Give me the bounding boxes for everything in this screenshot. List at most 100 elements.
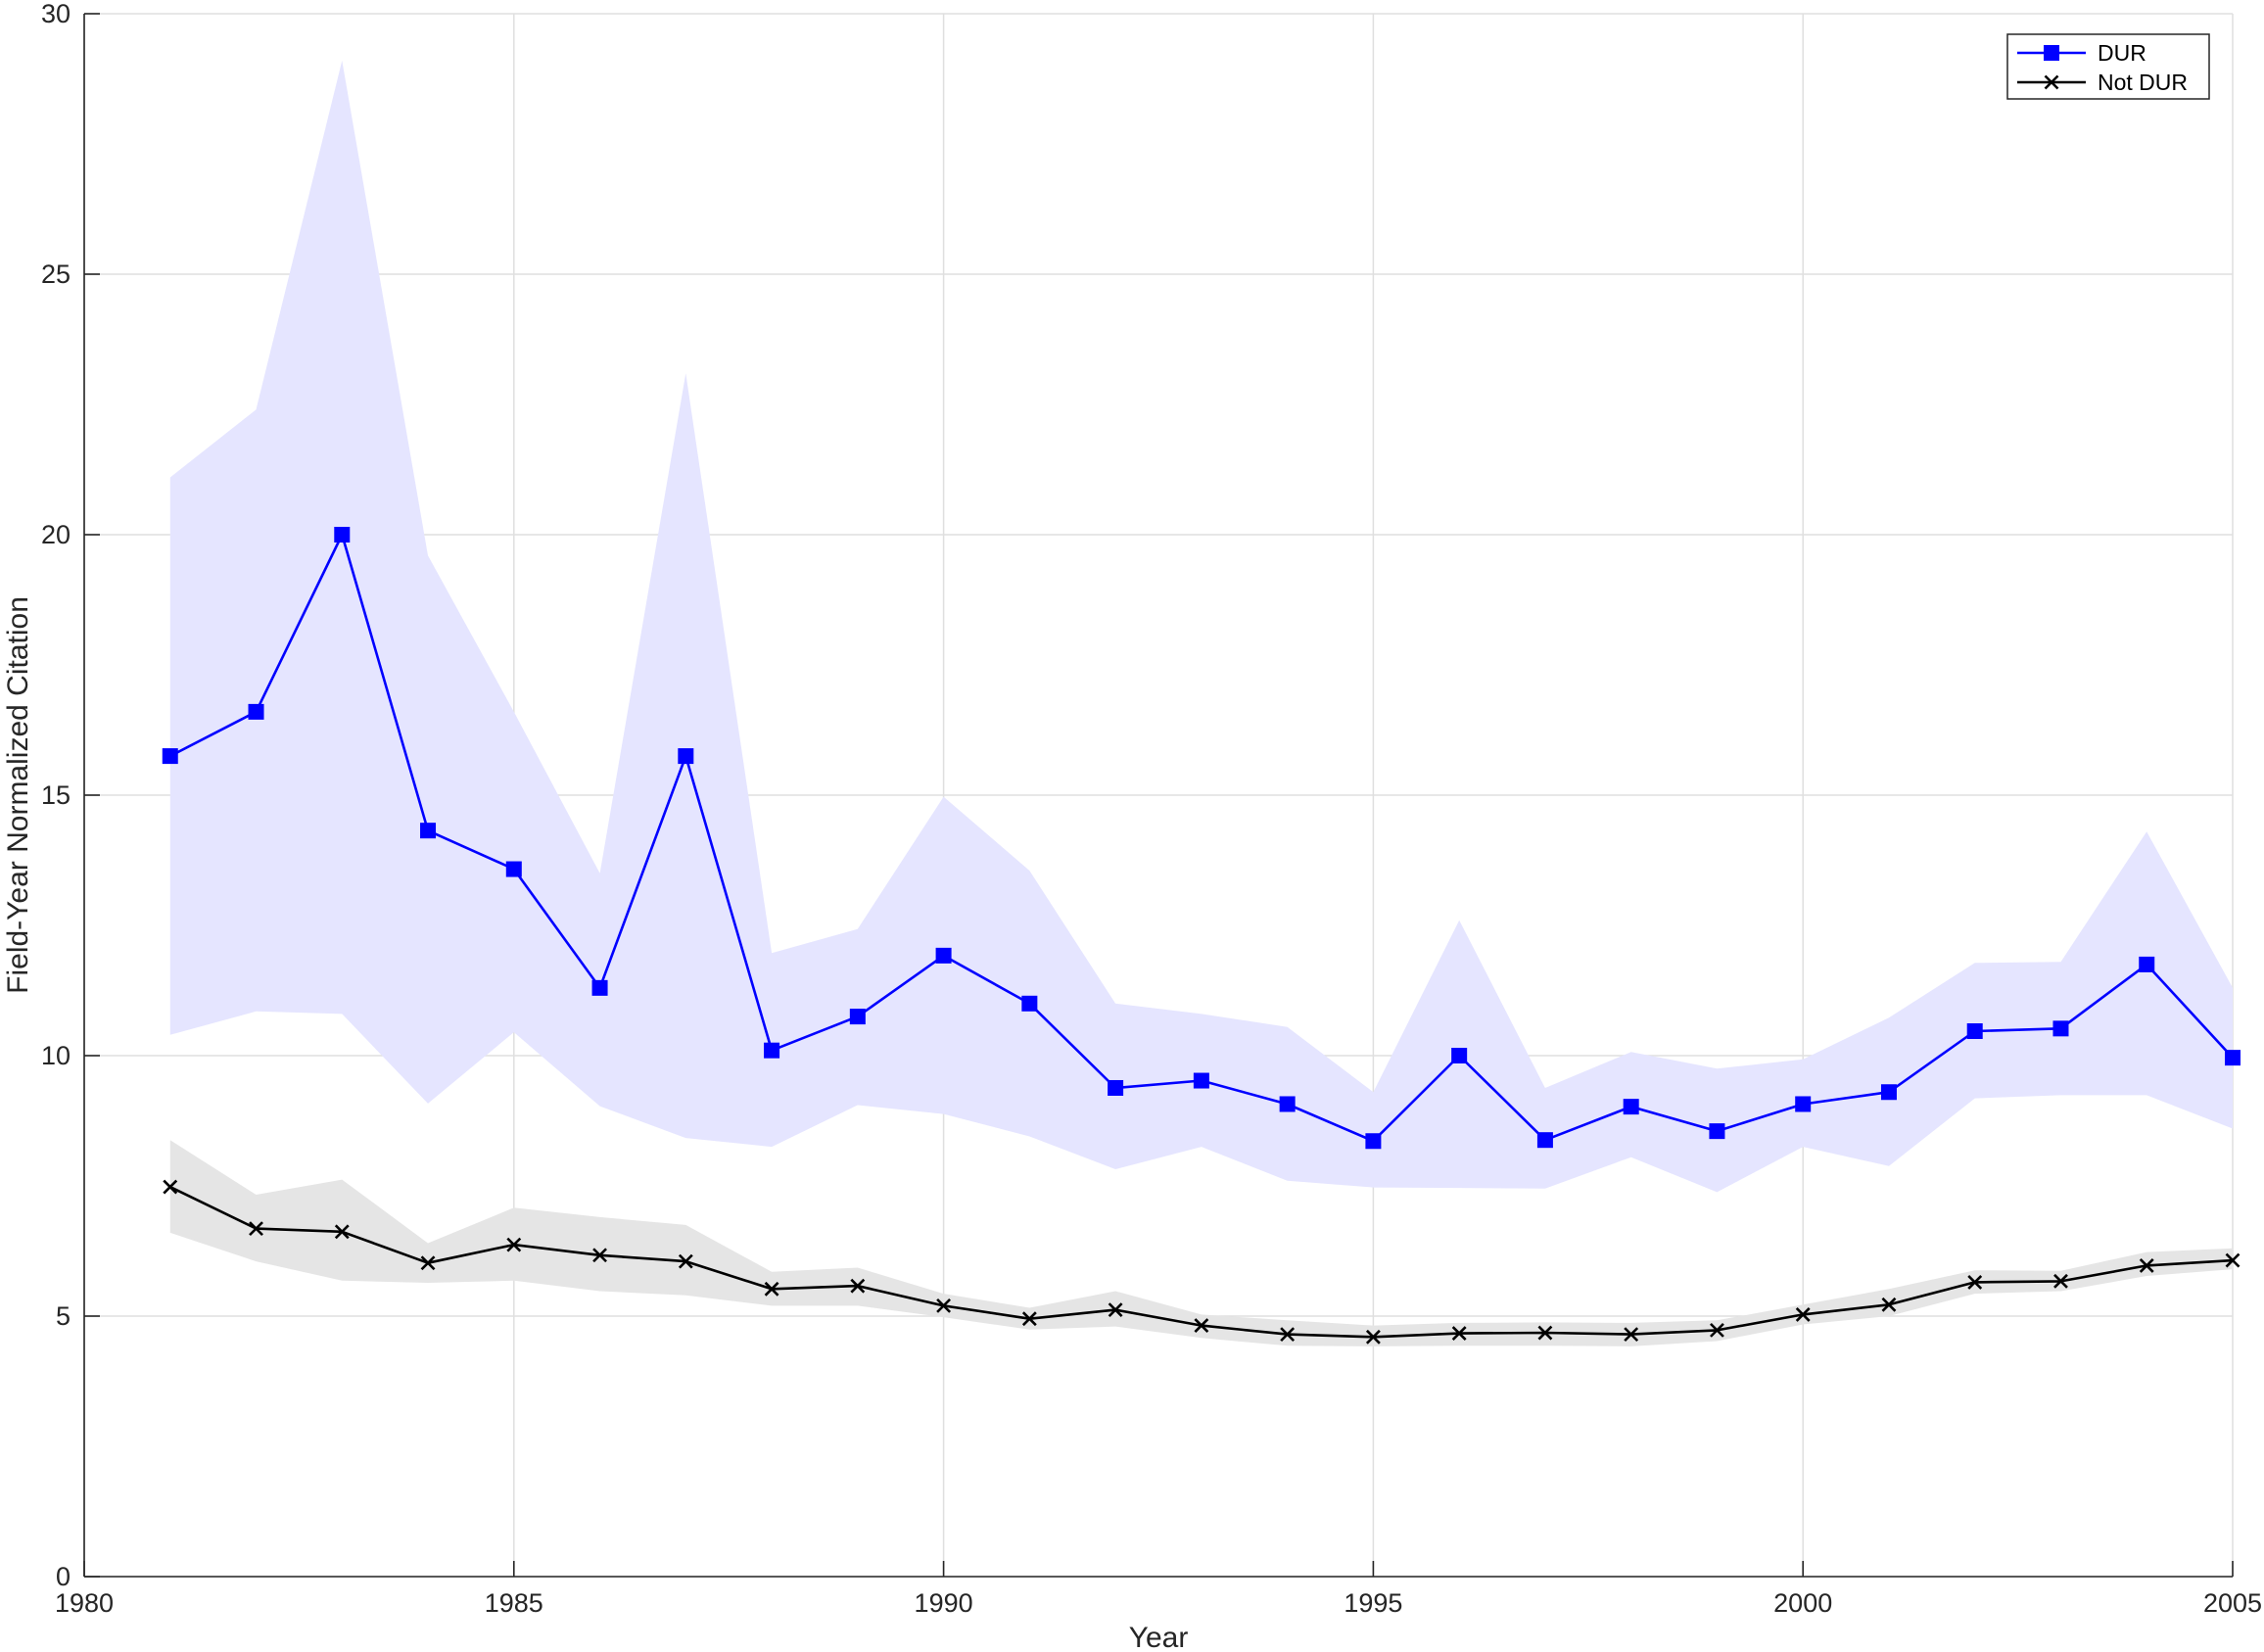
marker-stroke bbox=[249, 1221, 263, 1237]
marker-stroke bbox=[592, 1248, 607, 1263]
data-point bbox=[936, 1298, 952, 1313]
data-point bbox=[1536, 1132, 1553, 1149]
x-tick-label: 1985 bbox=[485, 1588, 543, 1618]
data-point bbox=[2139, 1257, 2154, 1273]
data-point bbox=[1194, 1318, 1209, 1333]
legend-box bbox=[2006, 33, 2210, 100]
band-not-dur bbox=[169, 1140, 2233, 1346]
marker-stroke bbox=[936, 1298, 952, 1313]
confidence-bands bbox=[169, 60, 2233, 1346]
data-point bbox=[1537, 1325, 1553, 1341]
data-point bbox=[334, 1224, 350, 1240]
y-tick-label: 30 bbox=[41, 0, 71, 28]
y-tick-label: 15 bbox=[41, 780, 71, 810]
data-point bbox=[249, 1221, 263, 1237]
marker-stroke bbox=[1280, 1327, 1296, 1343]
data-point bbox=[678, 1253, 693, 1269]
x-axis-title: Year bbox=[1129, 1622, 1189, 1652]
data-point bbox=[2139, 956, 2155, 972]
data-point bbox=[163, 1179, 178, 1195]
marker-stroke bbox=[2044, 74, 2059, 90]
data-point bbox=[162, 748, 178, 765]
marker-stroke bbox=[1795, 1306, 1811, 1322]
data-point bbox=[1966, 1022, 1983, 1039]
legend-label: DUR bbox=[2098, 40, 2146, 66]
marker-stroke bbox=[163, 1179, 178, 1195]
y-tick-label: 0 bbox=[56, 1562, 71, 1591]
legend: DUR Not DUR bbox=[2006, 33, 2210, 100]
y-tick-label: 25 bbox=[41, 260, 71, 289]
x-tick-label: 1980 bbox=[55, 1588, 114, 1618]
data-point bbox=[1624, 1327, 1639, 1343]
x-tick-label: 2000 bbox=[1773, 1588, 1832, 1618]
data-point bbox=[591, 979, 608, 996]
data-point bbox=[1710, 1322, 1724, 1338]
marker-stroke bbox=[1451, 1326, 1467, 1341]
x-tick-label: 1995 bbox=[1344, 1588, 1402, 1618]
marker-stroke bbox=[2139, 1257, 2154, 1273]
data-point bbox=[849, 1009, 866, 1025]
data-point bbox=[1021, 995, 1038, 1012]
axes bbox=[83, 13, 2234, 1578]
data-point bbox=[1108, 1302, 1123, 1318]
data-point bbox=[2053, 1273, 2068, 1289]
x-tick-label: 2005 bbox=[2203, 1588, 2262, 1618]
data-point bbox=[1280, 1327, 1296, 1343]
marker-stroke bbox=[1624, 1327, 1639, 1343]
legend-entries: DUR Not DUR bbox=[2017, 40, 2188, 95]
data-point bbox=[1365, 1329, 1381, 1345]
data-point bbox=[1021, 1311, 1037, 1327]
data-point bbox=[248, 703, 264, 720]
legend-entry: DUR bbox=[2017, 40, 2146, 66]
data-point bbox=[1881, 1297, 1897, 1312]
data-point bbox=[1451, 1326, 1467, 1341]
marker-stroke bbox=[764, 1281, 779, 1297]
marker-stroke bbox=[1194, 1318, 1209, 1333]
data-point bbox=[1451, 1048, 1468, 1063]
legend-marker bbox=[2044, 74, 2059, 90]
marker-stroke bbox=[2225, 1252, 2240, 1268]
marker-stroke bbox=[2053, 1273, 2068, 1289]
data-point bbox=[1623, 1099, 1639, 1115]
data-point bbox=[678, 748, 694, 765]
series-markers bbox=[162, 527, 2240, 1345]
data-point bbox=[592, 1248, 607, 1263]
marker-stroke bbox=[850, 1278, 866, 1294]
data-point bbox=[1108, 1079, 1124, 1096]
data-point bbox=[1193, 1072, 1209, 1089]
data-point bbox=[2225, 1050, 2240, 1066]
legend-entry: Not DUR bbox=[2017, 70, 2188, 95]
data-point bbox=[1709, 1123, 1725, 1140]
data-point bbox=[935, 947, 952, 964]
data-point bbox=[334, 527, 351, 543]
y-tick-label: 5 bbox=[56, 1301, 71, 1331]
y-axis-title: Field-Year Normalized Citation bbox=[2, 596, 34, 994]
data-point bbox=[1880, 1084, 1897, 1101]
data-point bbox=[850, 1278, 866, 1294]
marker-stroke bbox=[506, 1237, 522, 1252]
data-point bbox=[1967, 1275, 1983, 1290]
band-dur bbox=[169, 60, 2233, 1193]
data-point bbox=[2225, 1252, 2240, 1268]
data-point bbox=[2052, 1020, 2069, 1037]
data-point bbox=[1279, 1096, 1296, 1112]
x-tick-label: 1990 bbox=[915, 1588, 973, 1618]
marker-stroke bbox=[1537, 1325, 1553, 1341]
legend-label: Not DUR bbox=[2098, 70, 2188, 95]
marker-stroke bbox=[1108, 1302, 1123, 1318]
data-point bbox=[1795, 1306, 1811, 1322]
marker-stroke bbox=[1021, 1311, 1037, 1327]
data-point bbox=[1795, 1096, 1812, 1112]
tick-labels: 1980 1985 1990 1995 2000 2005 0 5 10 15 20 25 30 bbox=[41, 0, 2262, 1618]
data-point bbox=[505, 861, 522, 877]
marker-stroke bbox=[1967, 1275, 1983, 1290]
marker-stroke bbox=[420, 1255, 436, 1271]
marker-stroke bbox=[1881, 1297, 1897, 1312]
data-point bbox=[420, 823, 437, 839]
data-point bbox=[764, 1281, 779, 1297]
marker-stroke bbox=[1365, 1329, 1381, 1345]
marker-stroke bbox=[334, 1224, 350, 1240]
legend-marker bbox=[2044, 45, 2059, 61]
marker-stroke bbox=[1710, 1322, 1724, 1338]
